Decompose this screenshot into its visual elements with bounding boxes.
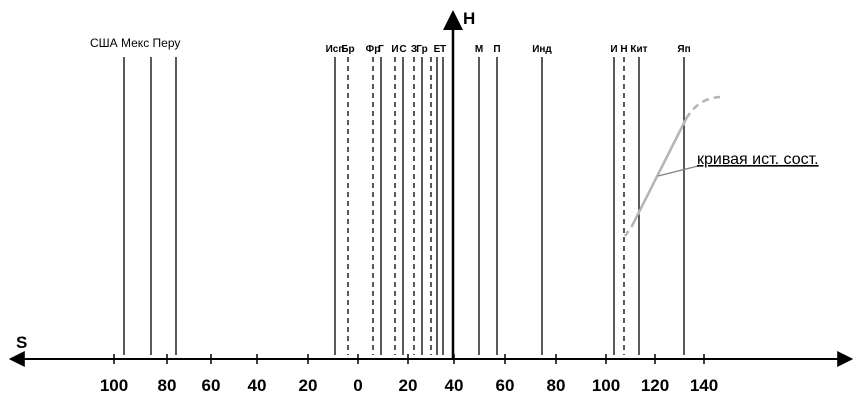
- country-label: Инд: [532, 44, 552, 55]
- country-label: С: [399, 44, 406, 55]
- historical-state-curve-dashed-start: [623, 225, 634, 237]
- tick-label: 100: [100, 376, 128, 395]
- country-label: И: [391, 44, 398, 55]
- country-label: Т: [440, 44, 446, 55]
- tick-label: 20: [299, 376, 318, 395]
- tick-label: 100: [592, 376, 620, 395]
- country-label: Яп: [677, 44, 690, 55]
- tick-label: 60: [496, 376, 515, 395]
- axis-ticks: [113, 354, 705, 364]
- tick-label: 80: [158, 376, 177, 395]
- tick-label: 40: [248, 376, 267, 395]
- tick-label: 40: [445, 376, 464, 395]
- tick-label: 20: [399, 376, 418, 395]
- country-lines: [123, 57, 685, 355]
- tick-label: 120: [641, 376, 669, 395]
- tick-label: 80: [547, 376, 566, 395]
- country-label: Гр: [416, 44, 427, 55]
- curve-label: кривая ист. сост.: [697, 151, 819, 168]
- group-label: США Мекс Перу: [90, 36, 180, 50]
- country-label: Кит: [630, 44, 647, 55]
- historical-state-curve-dashed-end: [684, 95, 721, 120]
- country-label: Бр: [341, 44, 354, 55]
- country-label: Фр: [366, 44, 381, 55]
- country-label: Г: [378, 44, 384, 55]
- country-label: И: [610, 44, 617, 55]
- horizontal-axis-label: S: [16, 333, 27, 352]
- tick-label: 0: [353, 376, 362, 395]
- country-label: Н: [620, 44, 627, 55]
- country-label: З: [411, 44, 417, 55]
- tick-label: 60: [202, 376, 221, 395]
- country-label: Е: [434, 44, 441, 55]
- country-label: П: [493, 44, 500, 55]
- curve-label-leader: [657, 165, 699, 177]
- axis-tick-labels: 100 80 60 40 20 0 20 40 60 80 100 120 140: [100, 376, 718, 395]
- historical-state-curve: [630, 118, 688, 227]
- vertical-axis-label: H: [463, 9, 475, 28]
- country-label: М: [475, 44, 483, 55]
- tick-label: 140: [690, 376, 718, 395]
- country-label: Исп: [326, 44, 345, 55]
